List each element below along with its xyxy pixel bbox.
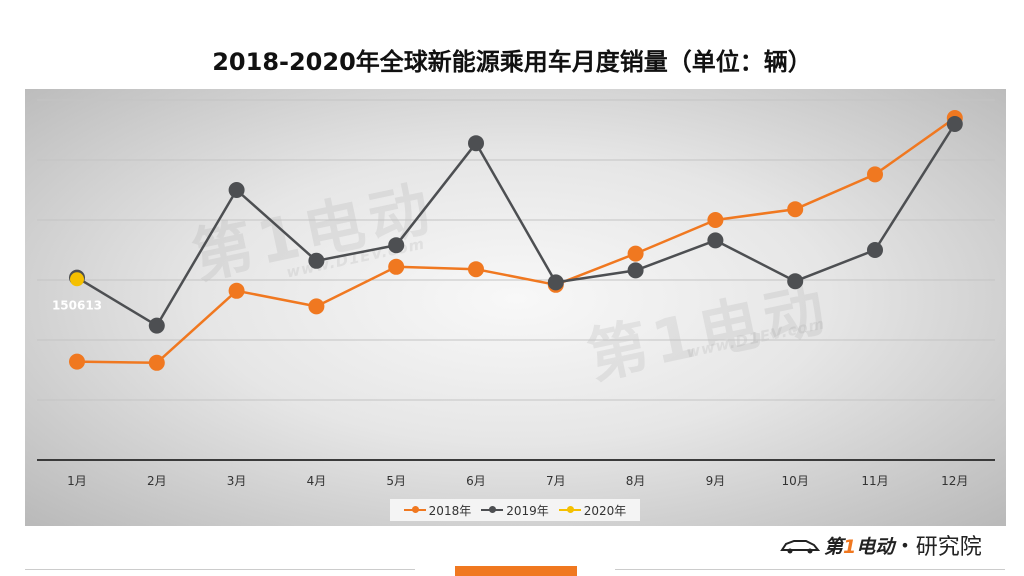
data-label: 150613 <box>52 298 102 312</box>
logo-subtitle: 研究院 <box>915 535 982 560</box>
data-point <box>388 237 405 254</box>
car-logo-icon <box>780 540 820 554</box>
data-point <box>308 252 325 269</box>
plot-area: 第1电动 www.D1EV.com 第1电动 www.D1EV.com <box>25 89 1006 526</box>
series-line-2019年 <box>76 123 956 327</box>
legend-swatch-2020 <box>558 506 581 513</box>
footer-divider-left <box>25 569 415 570</box>
x-tick-label: 4月 <box>307 474 327 488</box>
data-point <box>627 262 644 279</box>
legend-label-2019: 2019年 <box>506 503 549 518</box>
legend-swatch-2019 <box>481 506 504 513</box>
data-point <box>867 242 883 258</box>
data-point <box>707 212 724 228</box>
x-tick-label: 2月 <box>147 474 167 488</box>
legend-item-2018: 2018年 <box>403 502 472 519</box>
legend-label-2020: 2020年 <box>583 503 627 518</box>
legend: 2018年 2019年 2020年 <box>390 499 640 521</box>
data-point <box>867 166 883 183</box>
data-point <box>787 201 804 218</box>
x-tick-label: 6月 <box>466 474 486 488</box>
data-point <box>627 245 644 262</box>
data-point <box>468 261 484 278</box>
logo-separator: • <box>900 535 910 555</box>
legend-item-2019: 2019年 <box>481 502 549 519</box>
data-point <box>148 354 165 371</box>
x-tick-label: 11月 <box>861 474 888 488</box>
series-line-2018年 <box>76 116 956 365</box>
legend-label-2018: 2018年 <box>428 503 472 518</box>
data-point <box>468 135 484 152</box>
x-tick-label: 12月 <box>941 474 968 488</box>
data-point <box>148 317 165 334</box>
data-point <box>69 353 85 370</box>
logo-brand: 第1电动 <box>824 535 895 558</box>
data-point <box>946 116 963 132</box>
chart-title: 2018-2020年全球新能源乘用车月度销量（单位：辆） <box>212 48 812 76</box>
x-tick-label: 3月 <box>227 474 247 488</box>
footer-divider-right <box>615 569 1005 570</box>
x-tick-label: 7月 <box>546 474 566 488</box>
brand-logo: 第1电动 • 研究院 <box>780 530 982 560</box>
x-tick-label: 9月 <box>706 474 726 488</box>
legend-item-2020: 2020年 <box>558 502 627 519</box>
x-tick-label: 5月 <box>386 474 406 488</box>
data-point <box>308 298 325 315</box>
data-point <box>388 258 405 275</box>
data-point <box>787 273 804 290</box>
data-point <box>70 272 84 287</box>
data-point <box>228 282 245 299</box>
data-point <box>707 232 724 249</box>
x-tick-label: 1月 <box>67 474 87 488</box>
x-tick-label: 10月 <box>782 474 809 488</box>
x-tick-label: 8月 <box>626 474 646 488</box>
legend-swatch-2018 <box>403 506 426 513</box>
data-point <box>228 182 245 198</box>
footer-accent-bar <box>455 566 577 576</box>
data-point <box>547 274 564 291</box>
